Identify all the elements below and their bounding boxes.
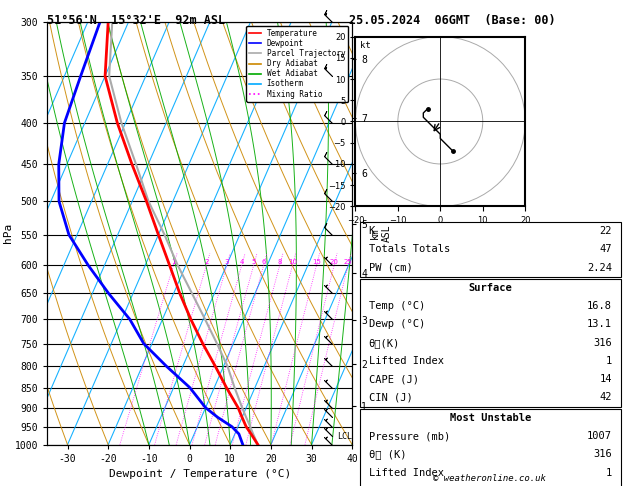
Text: Surface: Surface: [469, 283, 513, 293]
Text: 25.05.2024  06GMT  (Base: 00): 25.05.2024 06GMT (Base: 00): [349, 14, 555, 27]
Text: 15: 15: [312, 260, 321, 265]
Text: Temp (°C): Temp (°C): [369, 301, 425, 311]
X-axis label: Dewpoint / Temperature (°C): Dewpoint / Temperature (°C): [109, 469, 291, 479]
Text: 4: 4: [240, 260, 244, 265]
Text: CIN (J): CIN (J): [369, 392, 413, 402]
Text: 16.8: 16.8: [587, 301, 612, 311]
Text: 13.1: 13.1: [587, 319, 612, 330]
Text: kt: kt: [360, 41, 370, 50]
Text: 10: 10: [288, 260, 297, 265]
Text: 6: 6: [262, 260, 266, 265]
Text: Lifted Index: Lifted Index: [369, 468, 443, 478]
Y-axis label: km
ASL: km ASL: [370, 225, 391, 242]
Text: Lifted Index: Lifted Index: [369, 356, 443, 366]
Text: CAPE (J): CAPE (J): [369, 374, 419, 384]
Text: 2: 2: [204, 260, 209, 265]
Text: Pressure (mb): Pressure (mb): [369, 431, 450, 441]
Text: 47: 47: [599, 244, 612, 254]
Legend: Temperature, Dewpoint, Parcel Trajectory, Dry Adiabat, Wet Adiabat, Isotherm, Mi: Temperature, Dewpoint, Parcel Trajectory…: [246, 26, 348, 102]
Text: 2.24: 2.24: [587, 262, 612, 273]
Text: 1: 1: [606, 468, 612, 478]
Text: 3: 3: [225, 260, 229, 265]
Y-axis label: hPa: hPa: [3, 223, 13, 243]
Text: K: K: [369, 226, 375, 236]
Text: 1: 1: [606, 356, 612, 366]
Text: © weatheronline.co.uk: © weatheronline.co.uk: [433, 474, 545, 483]
Text: 1: 1: [171, 260, 175, 265]
Text: θᴄ(K): θᴄ(K): [369, 338, 400, 347]
Text: 22: 22: [599, 226, 612, 236]
Text: 25: 25: [343, 260, 352, 265]
Text: 5: 5: [252, 260, 256, 265]
Text: 14: 14: [599, 374, 612, 384]
Text: PW (cm): PW (cm): [369, 262, 413, 273]
Text: 1007: 1007: [587, 431, 612, 441]
Bar: [360, 279, 621, 406]
Text: 20: 20: [330, 260, 338, 265]
Text: 316: 316: [593, 338, 612, 347]
Bar: [360, 222, 621, 277]
Text: 316: 316: [593, 449, 612, 459]
Text: 42: 42: [599, 392, 612, 402]
Text: Most Unstable: Most Unstable: [450, 413, 531, 423]
Text: 51°56'N  15°32'E  92m ASL: 51°56'N 15°32'E 92m ASL: [47, 14, 225, 27]
Text: θᴄ (K): θᴄ (K): [369, 449, 406, 459]
Bar: [360, 409, 621, 486]
Text: LCL: LCL: [337, 433, 352, 441]
Text: Dewp (°C): Dewp (°C): [369, 319, 425, 330]
Text: 8: 8: [277, 260, 282, 265]
Text: Totals Totals: Totals Totals: [369, 244, 450, 254]
